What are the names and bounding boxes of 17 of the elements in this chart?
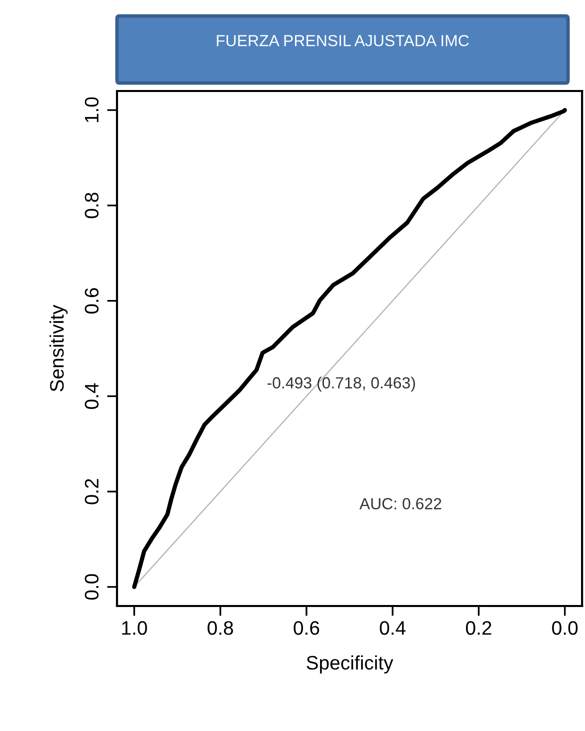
y-axis-title: Sensitivity [50,304,68,392]
y-tick-label: 0.4 [84,383,99,409]
x-tick-label: 0.6 [294,621,320,635]
x-tick-label: 0.4 [380,621,406,635]
y-tick-label: 1.0 [84,97,99,122]
y-tick-label: 0.2 [84,479,99,504]
y-tick-label: 0.0 [84,574,99,600]
annotation: -0.493 (0.718, 0.463) [267,376,415,392]
x-tick-label: 0.8 [208,621,234,635]
chart-title: FUERZA PRENSIL AJUSTADA IMC [216,34,469,46]
y-tick-label: 0.6 [84,288,99,314]
annotation: AUC: 0.622 [359,498,442,510]
x-axis-title: Specificity [306,655,394,674]
x-tick-label: 0.0 [552,621,578,635]
x-tick-label: 0.2 [466,621,492,635]
x-tick-label: 1.0 [122,621,147,635]
y-tick-label: 0.8 [84,192,99,218]
